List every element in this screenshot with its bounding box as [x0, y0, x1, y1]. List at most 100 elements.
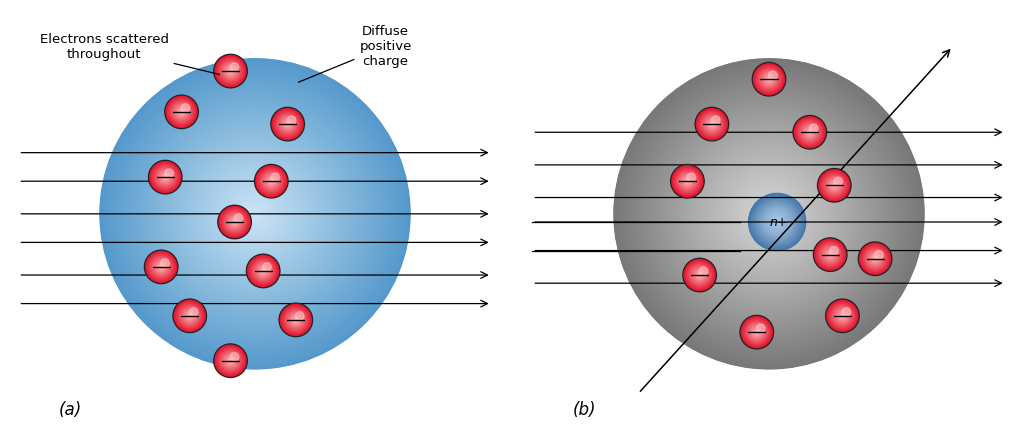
Circle shape [158, 263, 165, 271]
Circle shape [676, 121, 862, 307]
Circle shape [684, 178, 690, 184]
Circle shape [703, 115, 721, 133]
Circle shape [749, 193, 790, 234]
Circle shape [265, 175, 278, 187]
Circle shape [216, 346, 246, 376]
Circle shape [772, 217, 782, 227]
Circle shape [230, 63, 239, 71]
Circle shape [179, 306, 200, 326]
Circle shape [273, 110, 302, 138]
Circle shape [828, 253, 831, 256]
Circle shape [684, 260, 715, 290]
Circle shape [175, 301, 205, 330]
Circle shape [828, 179, 841, 191]
Circle shape [754, 198, 801, 246]
Circle shape [751, 326, 763, 338]
Circle shape [260, 170, 283, 193]
Circle shape [834, 306, 852, 325]
Circle shape [817, 242, 844, 268]
Circle shape [671, 164, 705, 198]
Circle shape [761, 206, 777, 222]
Circle shape [834, 307, 851, 325]
Circle shape [837, 310, 848, 321]
Circle shape [276, 112, 299, 136]
Circle shape [708, 120, 716, 128]
Circle shape [266, 176, 276, 186]
Circle shape [179, 305, 201, 327]
Circle shape [815, 240, 845, 270]
Circle shape [165, 176, 166, 178]
Circle shape [224, 211, 246, 233]
Circle shape [165, 123, 345, 304]
Circle shape [818, 243, 842, 266]
Circle shape [762, 72, 776, 86]
Circle shape [161, 259, 169, 267]
Circle shape [818, 242, 843, 267]
Circle shape [756, 200, 799, 244]
Circle shape [831, 182, 838, 188]
Circle shape [764, 74, 774, 85]
Circle shape [177, 107, 186, 116]
Circle shape [824, 249, 837, 261]
Circle shape [756, 201, 799, 243]
Circle shape [710, 122, 714, 127]
Circle shape [249, 257, 278, 285]
Circle shape [686, 131, 852, 297]
Circle shape [170, 100, 194, 123]
Circle shape [261, 171, 282, 191]
Circle shape [176, 107, 187, 117]
Circle shape [673, 166, 702, 196]
Circle shape [220, 207, 249, 237]
Circle shape [293, 317, 299, 323]
Circle shape [842, 315, 843, 317]
Circle shape [258, 168, 285, 194]
Circle shape [692, 267, 708, 283]
Circle shape [258, 266, 268, 276]
Circle shape [150, 255, 173, 278]
Circle shape [701, 113, 723, 135]
Circle shape [254, 262, 272, 280]
Circle shape [290, 314, 302, 326]
Circle shape [828, 180, 840, 191]
Circle shape [695, 107, 729, 141]
Circle shape [754, 198, 784, 230]
Circle shape [152, 257, 171, 277]
Circle shape [763, 208, 791, 236]
Circle shape [218, 205, 251, 239]
Circle shape [675, 169, 699, 194]
Circle shape [216, 57, 245, 85]
Circle shape [133, 92, 377, 335]
Circle shape [270, 180, 272, 182]
Circle shape [761, 71, 777, 88]
Circle shape [752, 196, 803, 248]
Circle shape [102, 61, 408, 366]
Circle shape [771, 216, 783, 228]
Circle shape [291, 314, 301, 325]
Circle shape [227, 214, 243, 230]
Circle shape [226, 67, 234, 75]
Circle shape [255, 262, 271, 279]
Circle shape [224, 183, 286, 245]
Circle shape [179, 110, 184, 114]
Circle shape [827, 252, 834, 258]
Circle shape [237, 196, 273, 232]
Circle shape [220, 61, 241, 81]
Circle shape [754, 198, 801, 246]
Circle shape [866, 250, 884, 267]
Circle shape [776, 221, 778, 223]
Circle shape [827, 301, 857, 330]
Circle shape [257, 265, 269, 277]
Circle shape [171, 102, 191, 122]
Circle shape [145, 251, 177, 282]
Circle shape [111, 69, 399, 358]
Circle shape [229, 70, 231, 72]
Circle shape [250, 209, 260, 219]
Circle shape [289, 313, 303, 327]
Circle shape [805, 127, 815, 138]
Circle shape [184, 310, 196, 321]
Circle shape [168, 98, 196, 126]
Circle shape [677, 171, 697, 191]
Circle shape [627, 72, 911, 356]
Circle shape [227, 357, 233, 364]
Circle shape [728, 173, 810, 255]
